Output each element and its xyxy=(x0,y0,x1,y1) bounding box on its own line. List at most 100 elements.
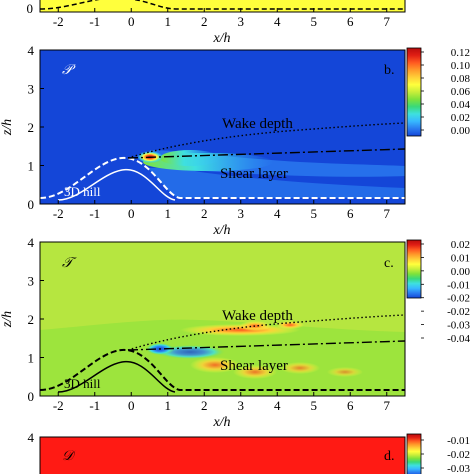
panel-c-letter: c. xyxy=(384,256,394,271)
top-strip-x-tick-label: -2 xyxy=(53,14,64,29)
panel-b-shear-layer-line xyxy=(127,148,406,159)
panel-c-x-tick-label: -2 xyxy=(53,398,64,413)
panel-c-x-tick-label: 1 xyxy=(165,398,172,413)
panel-b-y-tick-label: 1 xyxy=(28,159,35,174)
panel-b-y-ticks: 0 1 2 3 4 xyxy=(28,43,44,212)
panel-d-letter: d. xyxy=(384,449,395,464)
panel-b-x-tick-label: 3 xyxy=(238,206,245,221)
panel-b-x-ticks: -2 -1 0 1 2 3 4 5 6 7 xyxy=(53,200,391,221)
top-strip-x-tick-label: 4 xyxy=(274,14,281,29)
panel-b-x-tick-label: 7 xyxy=(384,206,391,221)
panel-c-x-tick-label: 7 xyxy=(384,398,391,413)
panel-b-annotation-shear-layer: Shear layer xyxy=(220,166,288,182)
panel-b-x-tick-label: 0 xyxy=(128,206,135,221)
top-strip-x-tick-label: 5 xyxy=(311,14,318,29)
panel-d-y-tick-label: 4 xyxy=(28,430,35,445)
top-strip-x-tick-label: -1 xyxy=(89,14,100,29)
panel-b-x-tick-label: 5 xyxy=(311,206,318,221)
panel-b-x-tick-label: 2 xyxy=(201,206,208,221)
panel-b-y-tick-label: 3 xyxy=(28,82,35,97)
panel-b-shear-green xyxy=(160,150,220,166)
panel-c-warm-spot-5 xyxy=(280,362,320,374)
panel-c-x-tick-label: 4 xyxy=(274,398,281,413)
panel-c-annotation-hill: 3D hill xyxy=(64,376,101,391)
panel-c-colorbar-tick-label: -0.03 xyxy=(447,320,470,332)
panel-c-xlabel: x/h xyxy=(212,415,230,430)
top-strip-x-tick-label: 6 xyxy=(347,14,354,29)
panel-d: 𝒟 d. 4 -0.01 -0.02 -0.03 xyxy=(28,430,470,474)
panel-c-y-tick-label: 2 xyxy=(28,312,35,327)
panel-d-colorbar-ticks: -0.01 -0.02 -0.03 xyxy=(421,435,470,474)
panel-b-x-tick-label: 4 xyxy=(274,206,281,221)
top-strip-x-tick-label: 0 xyxy=(128,14,135,29)
panel-c-warm-spot-6 xyxy=(327,367,363,377)
panel-b-field xyxy=(40,50,405,204)
panel-b-wake-depth-line xyxy=(127,122,406,159)
panel-b-colorbar-tick-label: 0.10 xyxy=(451,60,471,72)
panel-c-hill-outer xyxy=(39,348,405,391)
top-strip-x-tick-label: 7 xyxy=(384,14,391,29)
panel-c-colorbar-tick-label: -0.02 xyxy=(447,306,470,318)
panel-b-colorbar xyxy=(406,47,422,137)
panel-c-wake-depth-line xyxy=(127,314,406,351)
top-strip-xlabel: x/h xyxy=(212,31,230,46)
panel-c-x-tick-label: 0 xyxy=(128,398,135,413)
panel-c: 𝒯 c. Wake depth Shear layer 3D hill -2 -1… xyxy=(0,235,471,430)
panel-b-xlabel: x/h xyxy=(212,223,230,238)
panel-b-annotation-hill: 3D hill xyxy=(64,184,101,199)
top-strip-x-ticks: -2 -1 0 1 2 3 4 5 6 7 xyxy=(53,8,391,29)
panel-d-colorbar xyxy=(406,433,422,474)
panel-b-colorbar-tick-label: 0.06 xyxy=(451,86,471,98)
panel-c-hill-inner xyxy=(57,361,176,393)
panel-d-colorbar-tick-label: -0.02 xyxy=(447,449,470,461)
panel-d-variable: 𝒟 xyxy=(62,449,76,464)
top-strip-x-tick-label: 1 xyxy=(165,14,172,29)
panel-b-hill-inner xyxy=(57,169,176,201)
panel-d-colorbar-tick-label: -0.01 xyxy=(447,435,470,447)
top-strip-x-tick-label: 3 xyxy=(238,14,245,29)
top-strip-hill-line xyxy=(39,0,405,10)
panel-c-colorbar-tick-label: -0.04 xyxy=(447,333,470,345)
panel-d-y-ticks: 4 xyxy=(28,430,44,445)
panel-c-shear-layer-line xyxy=(127,340,406,351)
panel-b-x-tick-label: 6 xyxy=(347,206,354,221)
panel-c-warm-spot-2 xyxy=(276,321,304,329)
panel-c-y-tick-label: 0 xyxy=(28,389,35,404)
panel-c-x-tick-label: 6 xyxy=(347,398,354,413)
panel-b-hill-outer xyxy=(39,156,405,199)
panel-b-x-tick-label: -2 xyxy=(53,206,64,221)
panel-b-x-tick-label: -1 xyxy=(89,206,100,221)
panel-b-colorbar-tick-label: 0.08 xyxy=(451,73,471,85)
panel-b-colorbar-tick-label: 0.04 xyxy=(451,99,471,111)
panel-c-y-tick-label: 3 xyxy=(28,274,35,289)
panel-d-frame xyxy=(39,436,406,474)
panel-b-x-tick-label: 1 xyxy=(165,206,172,221)
panel-b-y-tick-label: 4 xyxy=(28,43,35,58)
top-strip: 0 -2 -1 0 1 2 3 4 5 6 7 x/h xyxy=(27,0,406,46)
panel-b-colorbar-ticks: 0.120.100.080.060.040.020.00 xyxy=(421,47,471,137)
panel-c-colorbar-tick-label: 0.00 xyxy=(451,266,471,278)
panel-c-warm-spot-3 xyxy=(190,357,240,373)
panel-c-y-tick-label: 1 xyxy=(28,351,35,366)
panel-d-background xyxy=(40,437,405,474)
panel-b-colorbar-tick-label: 0.00 xyxy=(451,125,471,137)
panel-b-colorbar-tick-label: 0.12 xyxy=(451,47,470,59)
panel-c-annotation-wake-depth: Wake depth xyxy=(222,308,293,324)
top-strip-frame xyxy=(39,0,406,13)
panel-c-x-tick-label: -1 xyxy=(89,398,100,413)
panel-c-annotation-shear-layer: Shear layer xyxy=(220,358,288,374)
panel-b-annotation-wake-depth: Wake depth xyxy=(222,116,293,132)
panel-c-y-ticks: 0 1 2 3 4 xyxy=(28,235,44,404)
panel-b: 𝒫 b. Wake depth Shear layer 3D hill -2 -1… xyxy=(0,43,471,238)
panel-d-colorbar-tick-label: -0.03 xyxy=(447,463,470,474)
panel-c-y-tick-label: 4 xyxy=(28,235,35,250)
panel-c-warm-spot-4 xyxy=(233,365,277,379)
panel-c-colorbar-tick-label: -0.01 xyxy=(447,279,470,291)
panel-b-letter: b. xyxy=(384,63,395,78)
panel-b-colorbar-tick-label: 0.02 xyxy=(451,112,470,124)
panel-c-field xyxy=(40,242,405,396)
panel-c-x-tick-label: 5 xyxy=(311,398,318,413)
panel-c-x-ticks: -2 -1 0 1 2 3 4 5 6 7 xyxy=(53,392,391,413)
panel-c-x-tick-label: 2 xyxy=(201,398,208,413)
